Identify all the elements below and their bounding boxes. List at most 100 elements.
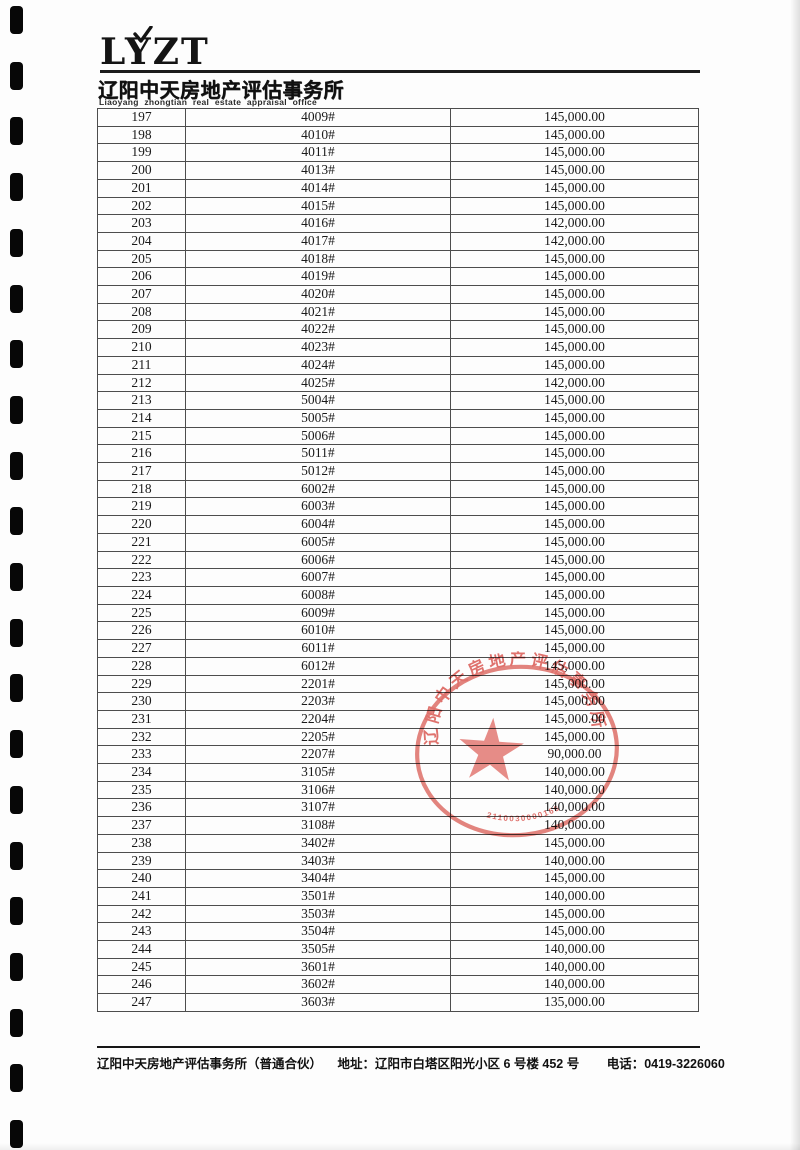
- cell-amount: 142,000.00: [450, 214, 699, 233]
- cell-index: 236: [97, 798, 186, 818]
- footer-phone: 电话：0419-3226060: [606, 1057, 725, 1071]
- binding-hole: [10, 1120, 23, 1148]
- cell-amount: 145,000.00: [450, 532, 699, 552]
- cell-amount: 140,000.00: [450, 763, 699, 782]
- cell-amount: 145,000.00: [450, 249, 699, 269]
- table-row: 215 5006# 145,000.00: [97, 426, 699, 446]
- scan-edge-right: [790, 0, 800, 1150]
- cell-amount: 145,000.00: [450, 302, 699, 322]
- table-row: 225 6009# 145,000.00: [97, 603, 699, 623]
- table-row: 219 6003# 145,000.00: [97, 497, 699, 517]
- cell-amount: 145,000.00: [450, 408, 699, 428]
- stamp-serial-number: 2110030000166: [485, 803, 563, 827]
- cell-index: 228: [97, 656, 186, 676]
- cell-amount: 145,000.00: [450, 161, 699, 180]
- cell-unit: 6007#: [185, 568, 451, 587]
- cell-unit: 6002#: [185, 479, 451, 499]
- cell-index: 244: [97, 940, 186, 959]
- cell-amount: 142,000.00: [450, 373, 699, 393]
- table-row: 203 4016# 142,000.00: [97, 214, 699, 233]
- table-row: 241 3501# 140,000.00: [97, 886, 699, 906]
- cell-unit: 6010#: [185, 621, 451, 641]
- cell-unit: 3501#: [185, 886, 451, 906]
- table-row: 223 6007# 145,000.00: [97, 568, 699, 587]
- table-row: 240 3404# 145,000.00: [97, 869, 699, 888]
- cell-index: 239: [97, 851, 186, 871]
- cell-amount: 145,000.00: [450, 904, 699, 924]
- binding-hole: [10, 61, 23, 90]
- cell-index: 226: [97, 621, 186, 641]
- cell-amount: 145,000.00: [450, 621, 699, 641]
- company-name-cn: 辽阳中天房地产评估事务所: [98, 80, 344, 102]
- cell-unit: 4014#: [185, 178, 451, 198]
- cell-index: 217: [97, 462, 186, 481]
- stamp-ring: [415, 664, 619, 838]
- cell-amount: 140,000.00: [450, 940, 699, 959]
- cell-unit: 3504#: [185, 922, 451, 942]
- cell-index: 230: [97, 692, 186, 711]
- binding-hole: [10, 284, 23, 313]
- binding-hole: [10, 340, 23, 369]
- cell-unit: 4019#: [185, 267, 451, 287]
- cell-unit: 5004#: [185, 391, 451, 410]
- footer-company-name: 辽阳中天房地产评估事务所（普通合伙）: [97, 1057, 323, 1071]
- cell-index: 237: [97, 816, 186, 835]
- cell-unit: 4013#: [185, 161, 451, 180]
- cell-unit: 3601#: [185, 957, 451, 977]
- cell-index: 215: [97, 426, 186, 446]
- cell-amount: 145,000.00: [450, 444, 699, 464]
- cell-index: 209: [97, 320, 186, 340]
- cell-index: 213: [97, 391, 186, 410]
- cell-unit: 4009#: [185, 108, 451, 127]
- table-row: 213 5004# 145,000.00: [97, 391, 699, 410]
- cell-unit: 4017#: [185, 231, 451, 251]
- binding-hole: [10, 507, 23, 536]
- table-row: 216 5011# 145,000.00: [97, 444, 699, 464]
- cell-unit: 4021#: [185, 302, 451, 322]
- cell-amount: 145,000.00: [450, 178, 699, 198]
- table-row: 230 2203# 145,000.00: [97, 692, 699, 711]
- cell-unit: 5012#: [185, 462, 451, 481]
- table-row: 243 3504# 145,000.00: [97, 922, 699, 942]
- table-row: 244 3505# 140,000.00: [97, 940, 699, 959]
- cell-unit: 4022#: [185, 320, 451, 340]
- binding-hole: [10, 618, 23, 647]
- cell-amount: 145,000.00: [450, 869, 699, 888]
- footer-address: 地址：辽阳市白塔区阳光小区 6 号楼 452 号: [337, 1057, 580, 1071]
- table-row: 224 6008# 145,000.00: [97, 585, 699, 605]
- cell-unit: 4023#: [185, 338, 451, 357]
- cell-unit: 3503#: [185, 904, 451, 924]
- cell-unit: 6009#: [185, 603, 451, 623]
- cell-amount: 145,000.00: [450, 338, 699, 357]
- table-row: 242 3503# 145,000.00: [97, 904, 699, 924]
- cell-amount: 145,000.00: [450, 267, 699, 287]
- cell-unit: 5011#: [185, 444, 451, 464]
- cell-index: 221: [97, 532, 186, 552]
- table-row: 221 6005# 145,000.00: [97, 532, 699, 552]
- table-row: 209 4022# 145,000.00: [97, 320, 699, 340]
- cell-amount: 145,000.00: [450, 108, 699, 127]
- table-row: 210 4023# 145,000.00: [97, 338, 699, 357]
- cell-amount: 140,000.00: [450, 798, 699, 818]
- cell-amount: 145,000.00: [450, 391, 699, 410]
- cell-amount: 145,000.00: [450, 125, 699, 145]
- cell-index: 200: [97, 161, 186, 180]
- cell-amount: 145,000.00: [450, 497, 699, 517]
- table-row: 247 3603# 135,000.00: [97, 993, 699, 1012]
- cell-index: 234: [97, 763, 186, 782]
- binding-hole: [10, 228, 23, 257]
- cell-unit: 6003#: [185, 497, 451, 517]
- binding-hole: [10, 563, 23, 591]
- cell-unit: 4016#: [185, 214, 451, 233]
- binding-holes: [0, 0, 40, 1150]
- binding-hole: [10, 451, 23, 480]
- cell-amount: 145,000.00: [450, 922, 699, 942]
- table-row: 238 3402# 145,000.00: [97, 833, 699, 853]
- table-row: 198 4010# 145,000.00: [97, 125, 699, 145]
- table-row: 217 5012# 145,000.00: [97, 462, 699, 481]
- appraisal-value-table: 197 4009# 145,000.00 198 4010# 145,000.00 199 4…: [97, 108, 699, 1012]
- cell-index: 220: [97, 515, 186, 534]
- cell-amount: 142,000.00: [450, 231, 699, 251]
- binding-hole: [10, 6, 23, 34]
